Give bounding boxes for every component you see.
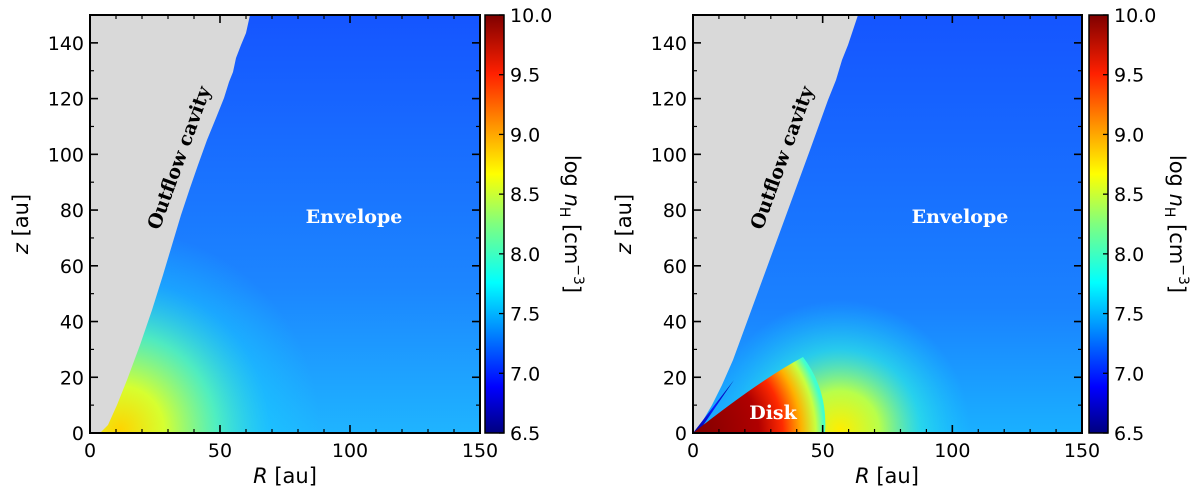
- left-colorbar-ramp: [484, 14, 505, 434]
- left-cb-unit: [cm: [560, 217, 584, 264]
- colorbar-tick-label: 9.5: [510, 65, 540, 87]
- left-y-axis-var: z: [9, 242, 33, 255]
- right-y-axis-label: z [au]: [612, 194, 636, 255]
- colorbar-tick-label: 7.0: [510, 363, 540, 385]
- colorbar-tick-label: 9.0: [510, 124, 540, 146]
- colorbar-tick-label: 8.0: [510, 244, 540, 266]
- y-tick-label: 0: [675, 423, 687, 445]
- colorbar-tick-label: 7.5: [510, 304, 540, 326]
- colorbar-tick-label: 10.0: [1114, 5, 1156, 27]
- y-tick-label: 20: [60, 367, 84, 389]
- colorbar-tick-label: 9.5: [1114, 65, 1144, 87]
- y-tick-label: 60: [663, 256, 687, 278]
- colorbar-tick-label: 6.5: [1114, 423, 1144, 445]
- left-cb-sub: H: [556, 207, 572, 218]
- left-colorbar-label: log nH [cm−3]: [556, 155, 586, 293]
- right-colorbar: 6.5 7.0 7.5 8.0 8.5 9.0 9.5 10.0 log nH [cm−3]: [1088, 5, 1191, 445]
- left-colorbar: 6.5 7.0 7.5 8.0 8.5 9.0 9.5 10.0 log nH [cm−3]: [484, 5, 586, 445]
- x-tick-label: 0: [687, 440, 699, 462]
- right-outflow-cavity: [693, 15, 858, 433]
- x-tick-label: 100: [332, 440, 368, 462]
- right-cb-var: n: [1165, 194, 1189, 207]
- right-cb-prefix: log: [1165, 155, 1189, 194]
- right-cb-exp: −3: [1175, 264, 1191, 285]
- left-cb-prefix: log: [560, 155, 584, 194]
- x-tick-label: 50: [208, 440, 232, 462]
- right-y-axis-var: z: [612, 242, 636, 255]
- y-tick-label: 60: [60, 256, 84, 278]
- colorbar-tick-label: 9.0: [1114, 124, 1144, 146]
- x-tick-label: 100: [934, 440, 970, 462]
- y-tick-label: 20: [663, 367, 687, 389]
- x-tick-label: 150: [1064, 440, 1100, 462]
- right-x-axis-unit: [au]: [870, 464, 919, 488]
- y-tick-label: 80: [663, 200, 687, 222]
- left-cb-close: ]: [560, 285, 584, 293]
- right-x-axis-var: R: [855, 464, 870, 488]
- left-density-field: [90, 15, 480, 433]
- left-y-axis-label: z [au]: [9, 194, 33, 255]
- y-tick-label: 140: [48, 33, 84, 55]
- x-tick-label: 150: [462, 440, 498, 462]
- left-cb-exp: −3: [570, 264, 586, 285]
- colorbar-tick-label: 10.0: [510, 5, 552, 27]
- y-tick-label: 120: [48, 89, 84, 111]
- disk-label: Disk: [749, 402, 797, 424]
- left-x-axis-label: R [au]: [253, 464, 317, 488]
- y-tick-label: 0: [72, 423, 84, 445]
- envelope-label-left: Envelope: [306, 206, 403, 228]
- x-tick-label: 0: [84, 440, 96, 462]
- colorbar-tick-label: 6.5: [510, 423, 540, 445]
- right-x-axis-label: R [au]: [855, 464, 919, 488]
- right-colorbar-label: log nH [cm−3]: [1161, 155, 1191, 293]
- y-tick-label: 140: [651, 33, 687, 55]
- left-colorbar-ticks: 6.5 7.0 7.5 8.0 8.5 9.0 9.5 10.0: [499, 5, 552, 445]
- right-plot-frame: [692, 14, 1083, 434]
- envelope-label-right: Envelope: [912, 206, 1009, 228]
- y-tick-label: 100: [48, 144, 84, 166]
- right-cb-unit: [cm: [1165, 217, 1189, 264]
- right-colorbar-ticks: 6.5 7.0 7.5 8.0 8.5 9.0 9.5 10.0: [1103, 5, 1156, 445]
- y-tick-label: 40: [60, 312, 84, 334]
- colorbar-tick-label: 8.5: [510, 184, 540, 206]
- left-cb-var: n: [560, 194, 584, 207]
- right-axes: 0 50 100 150 0 20 40 60 80 100 120 140: [651, 15, 1100, 462]
- x-tick-label: 50: [811, 440, 835, 462]
- left-x-axis-unit: [au]: [268, 464, 317, 488]
- y-tick-label: 40: [663, 312, 687, 334]
- right-y-axis-unit: [au]: [612, 194, 636, 243]
- colorbar-tick-label: 7.5: [1114, 304, 1144, 326]
- right-cb-sub: H: [1161, 207, 1177, 218]
- left-x-axis-var: R: [253, 464, 268, 488]
- right-density-field: [693, 15, 1082, 433]
- colorbar-tick-label: 8.5: [1114, 184, 1144, 206]
- right-colorbar-ramp: [1088, 14, 1109, 434]
- colorbar-tick-label: 7.0: [1114, 363, 1144, 385]
- y-tick-label: 100: [651, 144, 687, 166]
- left-axes: 0 50 100 150 0 20 40 60 80 100 120 140: [48, 15, 498, 462]
- y-tick-label: 80: [60, 200, 84, 222]
- y-tick-label: 120: [651, 89, 687, 111]
- inner-low-density-wedge: [693, 380, 734, 433]
- disk-region: [693, 357, 826, 433]
- left-plot-frame: [89, 14, 481, 434]
- left-y-axis-unit: [au]: [9, 194, 33, 243]
- colorbar-tick-label: 8.0: [1114, 244, 1144, 266]
- right-cb-close: ]: [1165, 285, 1189, 293]
- left-outflow-cavity: [90, 15, 250, 433]
